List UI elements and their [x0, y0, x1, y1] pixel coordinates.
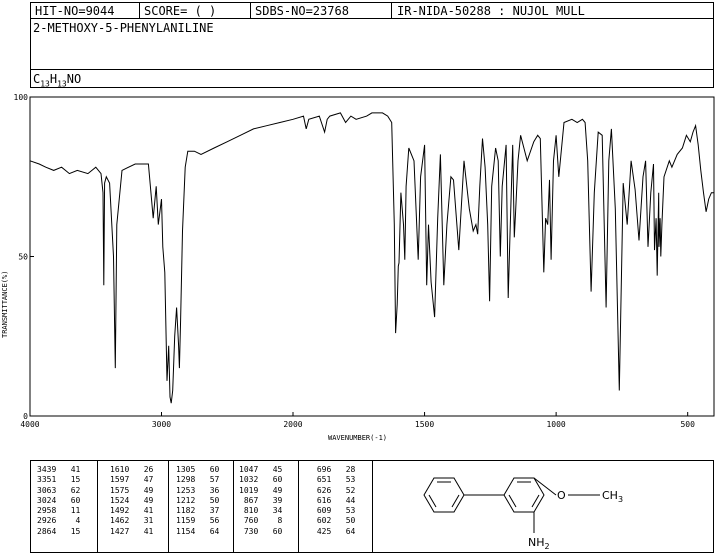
- peak-row: 1032 60: [239, 475, 283, 485]
- header-bar: HIT-NO=9044 SCORE= ( ) SDBS-NO=23768 IR-…: [30, 2, 714, 19]
- peak-row: 1610 26: [110, 465, 154, 474]
- peak-row: 1182 37: [176, 506, 220, 516]
- peak-row: 1492 41: [110, 506, 154, 516]
- compound-name: 2-METHOXY-5-PHENYLANILINE: [33, 21, 214, 35]
- y-tick-label: 100: [14, 93, 29, 102]
- peak-table: 3439 41 3351 15 3063 62 3024 60 2958 11 2926 …: [30, 460, 373, 553]
- x-axis-label: WAVENUMBER(-1): [328, 434, 387, 442]
- peak-row: 2958 11: [37, 506, 81, 516]
- amine-label: NH2: [528, 536, 550, 551]
- peak-row: 1427 41: [110, 526, 154, 536]
- x-tick-label: 1000: [546, 420, 565, 429]
- peak-row: 810 34: [239, 506, 283, 516]
- peak-row: 1047 45: [239, 465, 283, 474]
- peak-row: 760 8: [239, 516, 283, 526]
- x-tick-label: 3000: [152, 420, 171, 429]
- peak-row: 626 52: [312, 485, 356, 495]
- peak-row: 3063 62: [37, 485, 81, 495]
- score: SCORE= ( ): [144, 4, 217, 18]
- peak-row: 1298 57: [176, 475, 220, 485]
- peak-row: 730 60: [239, 526, 283, 536]
- peak-row: 1575 49: [110, 485, 154, 495]
- y-tick-label: 50: [18, 253, 28, 262]
- peak-row: 1597 47: [110, 475, 154, 485]
- x-tick-label: 2000: [283, 420, 302, 429]
- peak-row: 696 28: [312, 465, 356, 474]
- peak-row: 1212 50: [176, 495, 220, 505]
- plot-frame: [29, 96, 715, 417]
- peak-row: 867 39: [239, 495, 283, 505]
- x-tick-label: 500: [680, 420, 695, 429]
- methoxy-bond: [533, 477, 557, 496]
- molecular-formula: C13H13NO: [33, 72, 82, 89]
- methyl-label: CH3: [602, 489, 623, 504]
- peak-row: 1019 49: [239, 485, 283, 495]
- peak-row: 651 53: [312, 475, 356, 485]
- peak-row: 3351 15: [37, 475, 81, 485]
- peak-row: 1462 31: [110, 516, 154, 526]
- peak-column-4: 1047 45 1032 60 1019 49 867 39 810 34 760 …: [239, 465, 282, 537]
- peak-row: 1305 60: [176, 465, 220, 474]
- ir-spectrum-chart: 0 50 100 4000 3000 2000 1500 1000 500 TRANSMITT…: [1, 93, 715, 442]
- peak-row: 1159 56: [176, 516, 220, 526]
- peak-row: 2926 4: [37, 516, 81, 526]
- molecule-structure: O CH3 NH2: [423, 477, 623, 551]
- peak-row: 1154 64: [176, 526, 220, 536]
- peak-row: 1253 36: [176, 485, 220, 495]
- spectrum-line: [29, 112, 714, 404]
- phenyl-ring: [423, 477, 465, 513]
- peak-row: 2864 15: [37, 526, 81, 536]
- aniline-ring: [503, 477, 545, 513]
- peak-column-1: 3439 41 3351 15 3063 62 3024 60 2958 11 2926 …: [37, 465, 80, 537]
- peak-row: 609 53: [312, 506, 356, 516]
- y-tick-label: 0: [23, 412, 28, 421]
- compound-name-box: 2-METHOXY-5-PHENYLANILINE: [30, 18, 714, 70]
- ir-identifier: IR-NIDA-50288 : NUJOL MULL: [397, 4, 585, 18]
- peak-row: 425 64: [312, 526, 356, 536]
- x-tick-label: 1500: [415, 420, 434, 429]
- y-axis-label: TRANSMITTANCE(%): [1, 271, 9, 338]
- peak-row: 3024 60: [37, 495, 81, 505]
- oxygen-label: O: [557, 489, 566, 502]
- peak-row: 602 50: [312, 516, 356, 526]
- x-tick-label: 4000: [20, 420, 39, 429]
- peak-row: 3439 41: [37, 465, 81, 474]
- peak-row: 1524 49: [110, 495, 154, 505]
- peak-column-3: 1305 60 1298 57 1253 36 1212 50 1182 37 1159 …: [176, 465, 219, 537]
- formula-box: C13H13NO: [30, 69, 714, 88]
- sdbs-number: SDBS-NO=23768: [255, 4, 349, 18]
- hit-number: HIT-NO=9044: [35, 4, 115, 18]
- peak-column-2: 1610 26 1597 47 1575 49 1524 49 1492 41 1462 …: [110, 465, 153, 537]
- peak-row: 616 44: [312, 495, 356, 505]
- peak-column-5: 696 28 651 53 626 52 616 44 609 53 602 5…: [312, 465, 356, 537]
